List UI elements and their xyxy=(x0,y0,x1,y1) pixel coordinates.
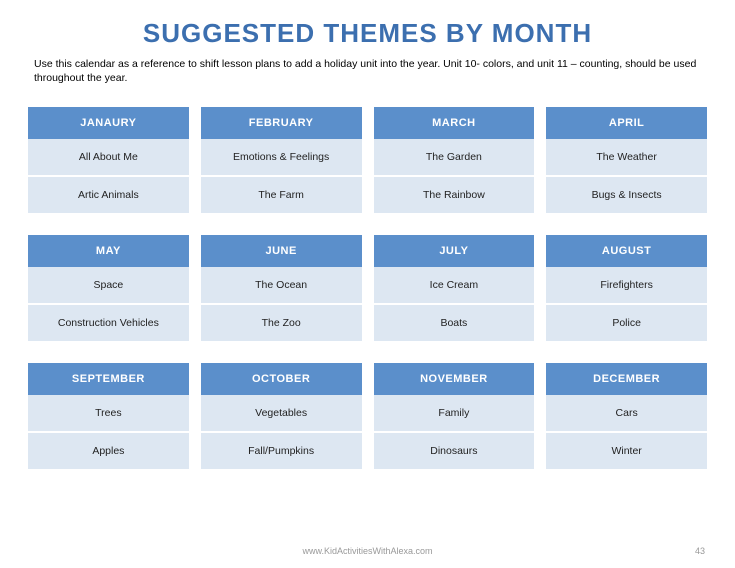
month-header: JULY xyxy=(374,235,535,267)
month-header: JANAURY xyxy=(28,107,189,139)
page-subtitle: Use this calendar as a reference to shif… xyxy=(28,57,707,85)
theme-cell: The Zoo xyxy=(201,305,362,341)
theme-cell: Emotions & Feelings xyxy=(201,139,362,175)
month-block: OCTOBER Vegetables Fall/Pumpkins xyxy=(201,363,362,469)
theme-cell: Family xyxy=(374,395,535,431)
month-block: MARCH The Garden The Rainbow xyxy=(374,107,535,213)
theme-cell: Artic Animals xyxy=(28,177,189,213)
month-block: FEBRUARY Emotions & Feelings The Farm xyxy=(201,107,362,213)
month-header: AUGUST xyxy=(546,235,707,267)
month-block: JANAURY All About Me Artic Animals xyxy=(28,107,189,213)
month-block: MAY Space Construction Vehicles xyxy=(28,235,189,341)
month-header: FEBRUARY xyxy=(201,107,362,139)
month-header: MAY xyxy=(28,235,189,267)
theme-cell: Bugs & Insects xyxy=(546,177,707,213)
month-header: OCTOBER xyxy=(201,363,362,395)
month-block: APRIL The Weather Bugs & Insects xyxy=(546,107,707,213)
month-block: JUNE The Ocean The Zoo xyxy=(201,235,362,341)
theme-cell: Trees xyxy=(28,395,189,431)
theme-cell: The Ocean xyxy=(201,267,362,303)
month-header: APRIL xyxy=(546,107,707,139)
month-block: AUGUST Firefighters Police xyxy=(546,235,707,341)
month-header: MARCH xyxy=(374,107,535,139)
theme-cell: Vegetables xyxy=(201,395,362,431)
theme-cell: Boats xyxy=(374,305,535,341)
month-header: SEPTEMBER xyxy=(28,363,189,395)
months-grid: JANAURY All About Me Artic Animals FEBRU… xyxy=(28,107,707,469)
page-title: SUGGESTED THEMES BY MONTH xyxy=(28,18,707,49)
theme-cell: Firefighters xyxy=(546,267,707,303)
page-number: 43 xyxy=(695,546,705,556)
theme-cell: The Garden xyxy=(374,139,535,175)
month-block: JULY Ice Cream Boats xyxy=(374,235,535,341)
month-block: SEPTEMBER Trees Apples xyxy=(28,363,189,469)
theme-cell: Construction Vehicles xyxy=(28,305,189,341)
month-header: DECEMBER xyxy=(546,363,707,395)
theme-cell: Apples xyxy=(28,433,189,469)
theme-cell: Winter xyxy=(546,433,707,469)
month-block: NOVEMBER Family Dinosaurs xyxy=(374,363,535,469)
theme-cell: Police xyxy=(546,305,707,341)
month-header: NOVEMBER xyxy=(374,363,535,395)
theme-cell: Dinosaurs xyxy=(374,433,535,469)
theme-cell: Cars xyxy=(546,395,707,431)
month-header: JUNE xyxy=(201,235,362,267)
theme-cell: Space xyxy=(28,267,189,303)
theme-cell: The Weather xyxy=(546,139,707,175)
theme-cell: All About Me xyxy=(28,139,189,175)
footer-url: www.KidActivitiesWithAlexa.com xyxy=(0,546,735,556)
theme-cell: The Rainbow xyxy=(374,177,535,213)
theme-cell: The Farm xyxy=(201,177,362,213)
month-block: DECEMBER Cars Winter xyxy=(546,363,707,469)
theme-cell: Fall/Pumpkins xyxy=(201,433,362,469)
theme-cell: Ice Cream xyxy=(374,267,535,303)
